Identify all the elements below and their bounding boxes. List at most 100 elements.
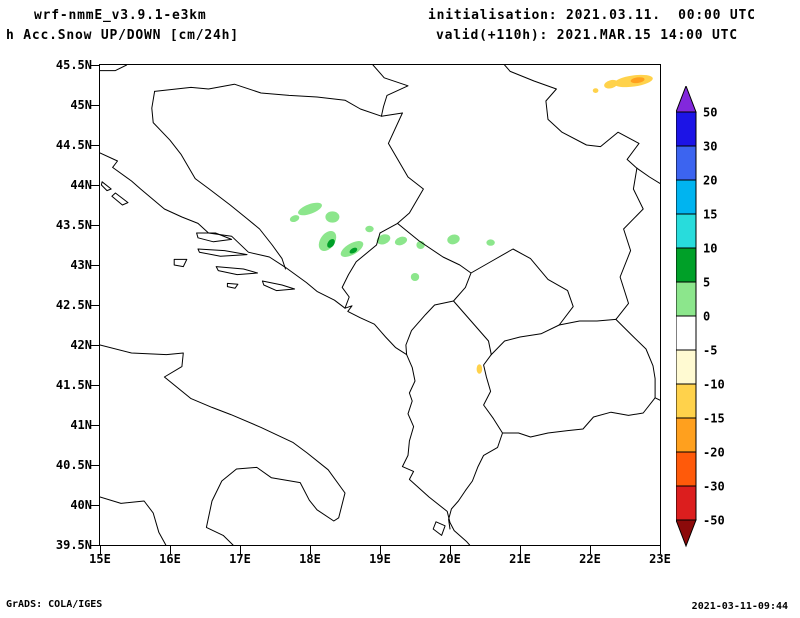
- lon-tick-label: 23E: [649, 552, 671, 566]
- lat-tick-label: 40.5N: [55, 458, 92, 472]
- snow-patch: [327, 238, 335, 248]
- colorbar-label: 30: [703, 140, 717, 154]
- lon-tick-mark: [240, 546, 241, 554]
- lat-tick-label: 41N: [70, 418, 92, 432]
- country-border: [615, 318, 656, 399]
- snow-patch: [318, 230, 337, 252]
- lon-tick-label: 15E: [89, 552, 111, 566]
- colorbar-segment: [676, 247, 697, 283]
- country-border: [154, 83, 403, 117]
- snow-patch: [447, 234, 460, 245]
- lon-tick-mark: [380, 546, 381, 554]
- snow-patch: [289, 215, 300, 223]
- snow-patch: [325, 211, 340, 223]
- lon-tick-mark: [590, 546, 591, 554]
- colorbar-label: -10: [703, 378, 725, 392]
- country-border: [453, 272, 472, 302]
- lat-tick-label: 41.5N: [55, 378, 92, 392]
- colorbar-label: 0: [703, 310, 710, 324]
- snow-patch: [630, 77, 645, 84]
- lat-tick-mark: [91, 545, 99, 546]
- snow-patch: [298, 202, 322, 216]
- colorbar: 50 30 20 15 10 5 0 -5 -10 -15 -20 -30 -50: [676, 86, 746, 556]
- lat-tick-label: 45.5N: [55, 58, 92, 72]
- lon-tick-mark: [310, 546, 311, 554]
- country-border: [151, 90, 286, 270]
- lat-tick-mark: [91, 105, 99, 106]
- island-outline: [215, 266, 258, 276]
- lat-tick-label: 43.5N: [55, 218, 92, 232]
- colorbar-segment: [676, 383, 697, 419]
- coastline: [100, 344, 346, 545]
- island-outline: [173, 258, 188, 268]
- country-border: [100, 65, 128, 72]
- island-outline: [196, 232, 233, 243]
- lat-tick-mark: [91, 305, 99, 306]
- valid-time: valid(+110h): 2021.MAR.15 14:00 UTC: [436, 28, 738, 43]
- lat-tick-mark: [91, 385, 99, 386]
- colorbar-above-max: [676, 86, 697, 113]
- generation-timestamp: 2021-03-11-09:44: [691, 601, 788, 612]
- country-border: [397, 222, 472, 274]
- country-border: [490, 324, 560, 356]
- colorbar-segment: [676, 111, 697, 147]
- colorbar-label: 50: [703, 106, 717, 120]
- lat-tick-mark: [91, 225, 99, 226]
- lat-tick-mark: [91, 425, 99, 426]
- snow-patch: [376, 234, 391, 245]
- country-border: [448, 432, 503, 530]
- lon-tick-label: 22E: [579, 552, 601, 566]
- snow-patch: [410, 273, 420, 281]
- country-border: [470, 248, 574, 326]
- colorbar-segment: [676, 179, 697, 215]
- lon-tick-label: 18E: [299, 552, 321, 566]
- lon-tick-mark: [450, 546, 451, 554]
- model-title: wrf-nmmE_v3.9.1-e3km: [34, 8, 207, 23]
- lon-tick-mark: [170, 546, 171, 554]
- lat-tick-mark: [91, 145, 99, 146]
- lat-tick-label: 45N: [70, 98, 92, 112]
- country-border: [372, 65, 409, 117]
- colorbar-label: -15: [703, 412, 725, 426]
- colorbar-segment: [676, 315, 697, 351]
- snow-patch: [486, 239, 495, 246]
- lat-tick-label: 39.5N: [55, 538, 92, 552]
- lat-tick-mark: [91, 465, 99, 466]
- colorbar-segment: [676, 349, 697, 385]
- island-outline: [197, 248, 248, 257]
- colorbar-segment: [676, 145, 697, 181]
- lon-tick-mark: [660, 546, 661, 554]
- snow-patch: [349, 247, 358, 254]
- initialisation-time: initialisation: 2021.03.11. 00:00 UTC: [428, 8, 756, 23]
- colorbar-segment: [676, 485, 697, 521]
- lat-tick-label: 43N: [70, 258, 92, 272]
- lat-tick-label: 44N: [70, 178, 92, 192]
- colorbar-segment: [676, 281, 697, 317]
- coastline: [100, 496, 167, 545]
- colorbar-label: 5: [703, 276, 710, 290]
- lon-tick-label: 19E: [369, 552, 391, 566]
- country-border: [387, 112, 424, 224]
- country-border: [483, 354, 503, 434]
- lat-tick-label: 40N: [70, 498, 92, 512]
- country-border: [502, 397, 656, 438]
- island-outline: [432, 521, 446, 536]
- island-outline: [261, 280, 296, 292]
- lat-tick-mark: [91, 345, 99, 346]
- lat-tick-label: 42N: [70, 338, 92, 352]
- lat-tick-mark: [91, 265, 99, 266]
- lat-tick-mark: [91, 185, 99, 186]
- colorbar-segment: [676, 213, 697, 249]
- country-border: [504, 65, 640, 169]
- snow-patch: [604, 79, 618, 89]
- colorbar-label: -20: [703, 446, 725, 460]
- colorbar-label: -50: [703, 514, 725, 528]
- island-outline: [111, 192, 129, 206]
- colorbar-label: 10: [703, 242, 717, 256]
- island-outline: [100, 181, 112, 192]
- country-border: [405, 300, 454, 356]
- lon-tick-label: 21E: [509, 552, 531, 566]
- lat-tick-mark: [91, 65, 99, 66]
